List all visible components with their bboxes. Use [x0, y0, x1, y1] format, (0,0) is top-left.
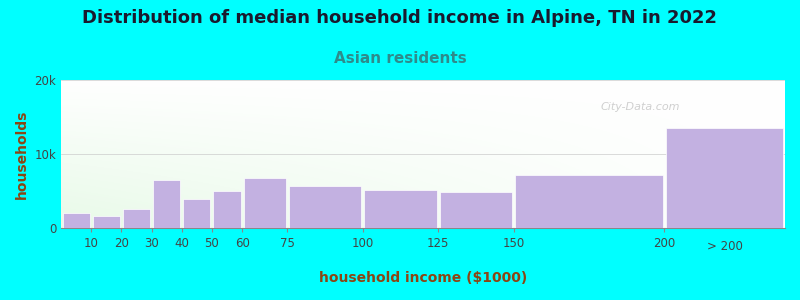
Bar	[123, 209, 150, 228]
Bar	[515, 175, 663, 228]
Bar	[62, 213, 90, 228]
Text: Asian residents: Asian residents	[334, 51, 466, 66]
Bar	[289, 186, 362, 228]
X-axis label: household income ($1000): household income ($1000)	[319, 271, 527, 285]
Bar	[183, 199, 210, 228]
Bar	[214, 191, 241, 228]
Bar	[153, 180, 180, 228]
Bar	[666, 128, 783, 228]
Bar	[440, 192, 512, 228]
Bar	[364, 190, 437, 228]
Y-axis label: households: households	[15, 110, 29, 199]
Text: City-Data.com: City-Data.com	[601, 102, 680, 112]
Text: > 200: > 200	[706, 240, 742, 253]
Text: Distribution of median household income in Alpine, TN in 2022: Distribution of median household income …	[82, 9, 718, 27]
Bar	[93, 215, 120, 228]
Bar	[244, 178, 286, 228]
